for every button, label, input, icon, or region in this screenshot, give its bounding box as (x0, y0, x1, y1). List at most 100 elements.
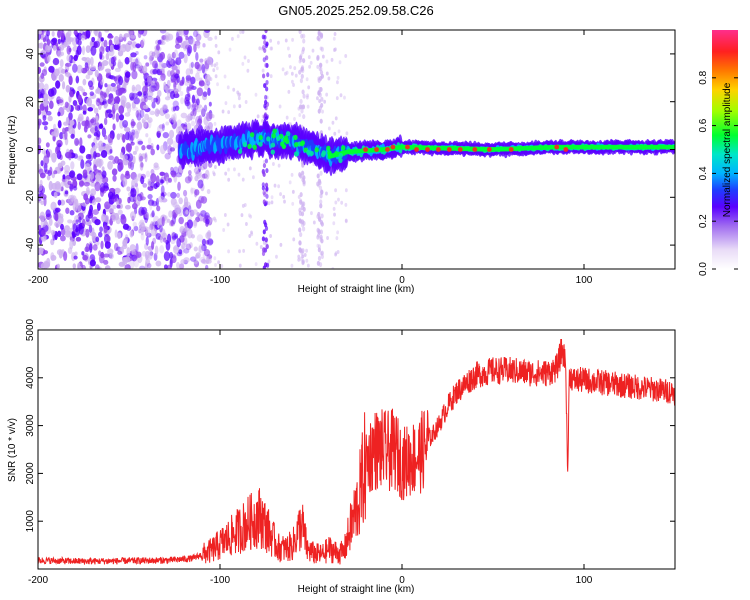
noise-speckle-faint (269, 74, 273, 79)
noise-speckle-faint (288, 53, 292, 58)
noise-speckle (158, 124, 165, 129)
noise-speckle (191, 103, 197, 108)
band-blob (249, 132, 255, 138)
vertical-streak (317, 77, 321, 83)
noise-speckle (196, 98, 200, 106)
noise-speckle (77, 116, 83, 122)
noise-speckle (118, 75, 124, 86)
noise-speckle (64, 190, 69, 195)
noise-speckle (127, 40, 133, 46)
noise-speckle (117, 232, 122, 239)
noise-speckle (191, 37, 195, 46)
noise-speckle (113, 204, 117, 210)
noise-speckle (145, 226, 151, 237)
noise-speckle-faint (334, 252, 338, 257)
noise-speckle (103, 253, 110, 258)
noise-speckle (190, 111, 195, 116)
noise-speckle (70, 194, 75, 202)
noise-speckle (133, 257, 139, 268)
noise-speckle-faint (212, 68, 216, 73)
noise-speckle (184, 99, 190, 107)
noise-speckle (205, 239, 210, 245)
noise-speckle (74, 104, 79, 111)
noise-speckle (171, 65, 178, 71)
noise-speckle (52, 123, 57, 132)
noise-speckle (124, 204, 131, 210)
noise-speckle (140, 162, 144, 168)
noise-speckle (61, 81, 66, 90)
vertical-streak (300, 66, 304, 72)
noise-speckle (57, 30, 61, 38)
noise-speckle (177, 83, 182, 93)
noise-speckle-faint (277, 40, 280, 45)
noise-speckle (78, 216, 82, 224)
vertical-streak (298, 248, 303, 254)
noise-speckle (87, 134, 92, 139)
snr-ytick-label: 3000 (25, 414, 36, 437)
noise-speckle (138, 152, 143, 163)
noise-speckle (48, 100, 54, 110)
noise-speckle (122, 133, 126, 143)
band-blob (338, 152, 344, 159)
noise-speckle (105, 143, 110, 150)
noise-speckle-faint (250, 230, 253, 235)
noise-speckle-faint (270, 195, 274, 200)
noise-speckle (161, 104, 169, 111)
noise-speckle (129, 34, 136, 39)
noise-speckle (115, 216, 121, 225)
noise-speckle (160, 185, 165, 195)
noise-speckle (144, 113, 150, 121)
noise-speckle (161, 35, 167, 40)
noise-speckle (149, 223, 154, 231)
noise-speckle-faint (281, 67, 285, 72)
noise-speckle-faint (343, 95, 346, 100)
noise-speckle (73, 255, 78, 260)
noise-speckle (124, 264, 131, 269)
noise-speckle (201, 63, 206, 74)
noise-speckle (142, 183, 148, 188)
noise-speckle (188, 82, 193, 91)
noise-speckle-faint (288, 180, 292, 185)
noise-speckle (156, 205, 161, 212)
noise-speckle (125, 101, 131, 109)
noise-speckle (93, 40, 101, 48)
noise-speckle (166, 218, 171, 223)
noise-speckle-faint (233, 167, 236, 172)
noise-speckle (173, 212, 177, 220)
noise-speckle (161, 64, 165, 74)
noise-speckle (77, 121, 81, 131)
noise-speckle (109, 194, 116, 200)
vertical-streak (265, 193, 269, 199)
noise-speckle (179, 228, 186, 234)
noise-speckle-faint (305, 77, 309, 82)
noise-speckle-faint (277, 184, 281, 189)
noise-speckle (166, 79, 171, 89)
noise-speckle (75, 236, 82, 242)
noise-speckle (90, 188, 97, 197)
noise-speckle (94, 218, 101, 226)
noise-speckle-faint (334, 200, 338, 205)
noise-speckle (170, 119, 174, 125)
noise-speckle (130, 131, 135, 142)
vertical-streak (263, 83, 267, 89)
colorbar-label: Normalized spectral amplitude (722, 82, 733, 217)
noise-speckle (45, 209, 51, 218)
noise-speckle (150, 221, 154, 230)
vertical-streak (264, 30, 268, 34)
vertical-streak (316, 227, 320, 233)
noise-speckle (76, 45, 82, 56)
noise-speckle (53, 170, 58, 175)
noise-speckle (99, 46, 105, 55)
noise-speckle-faint (240, 213, 244, 218)
noise-speckle-faint (267, 259, 271, 264)
noise-speckle-faint (327, 126, 331, 131)
band-blob (270, 142, 276, 148)
noise-speckle-faint (247, 59, 250, 64)
noise-speckle (186, 228, 193, 239)
noise-speckle (122, 239, 128, 247)
noise-speckle (198, 115, 203, 124)
noise-speckle (189, 256, 197, 262)
band-blob (285, 131, 291, 137)
noise-speckle (160, 72, 166, 81)
noise-speckle (132, 150, 137, 155)
